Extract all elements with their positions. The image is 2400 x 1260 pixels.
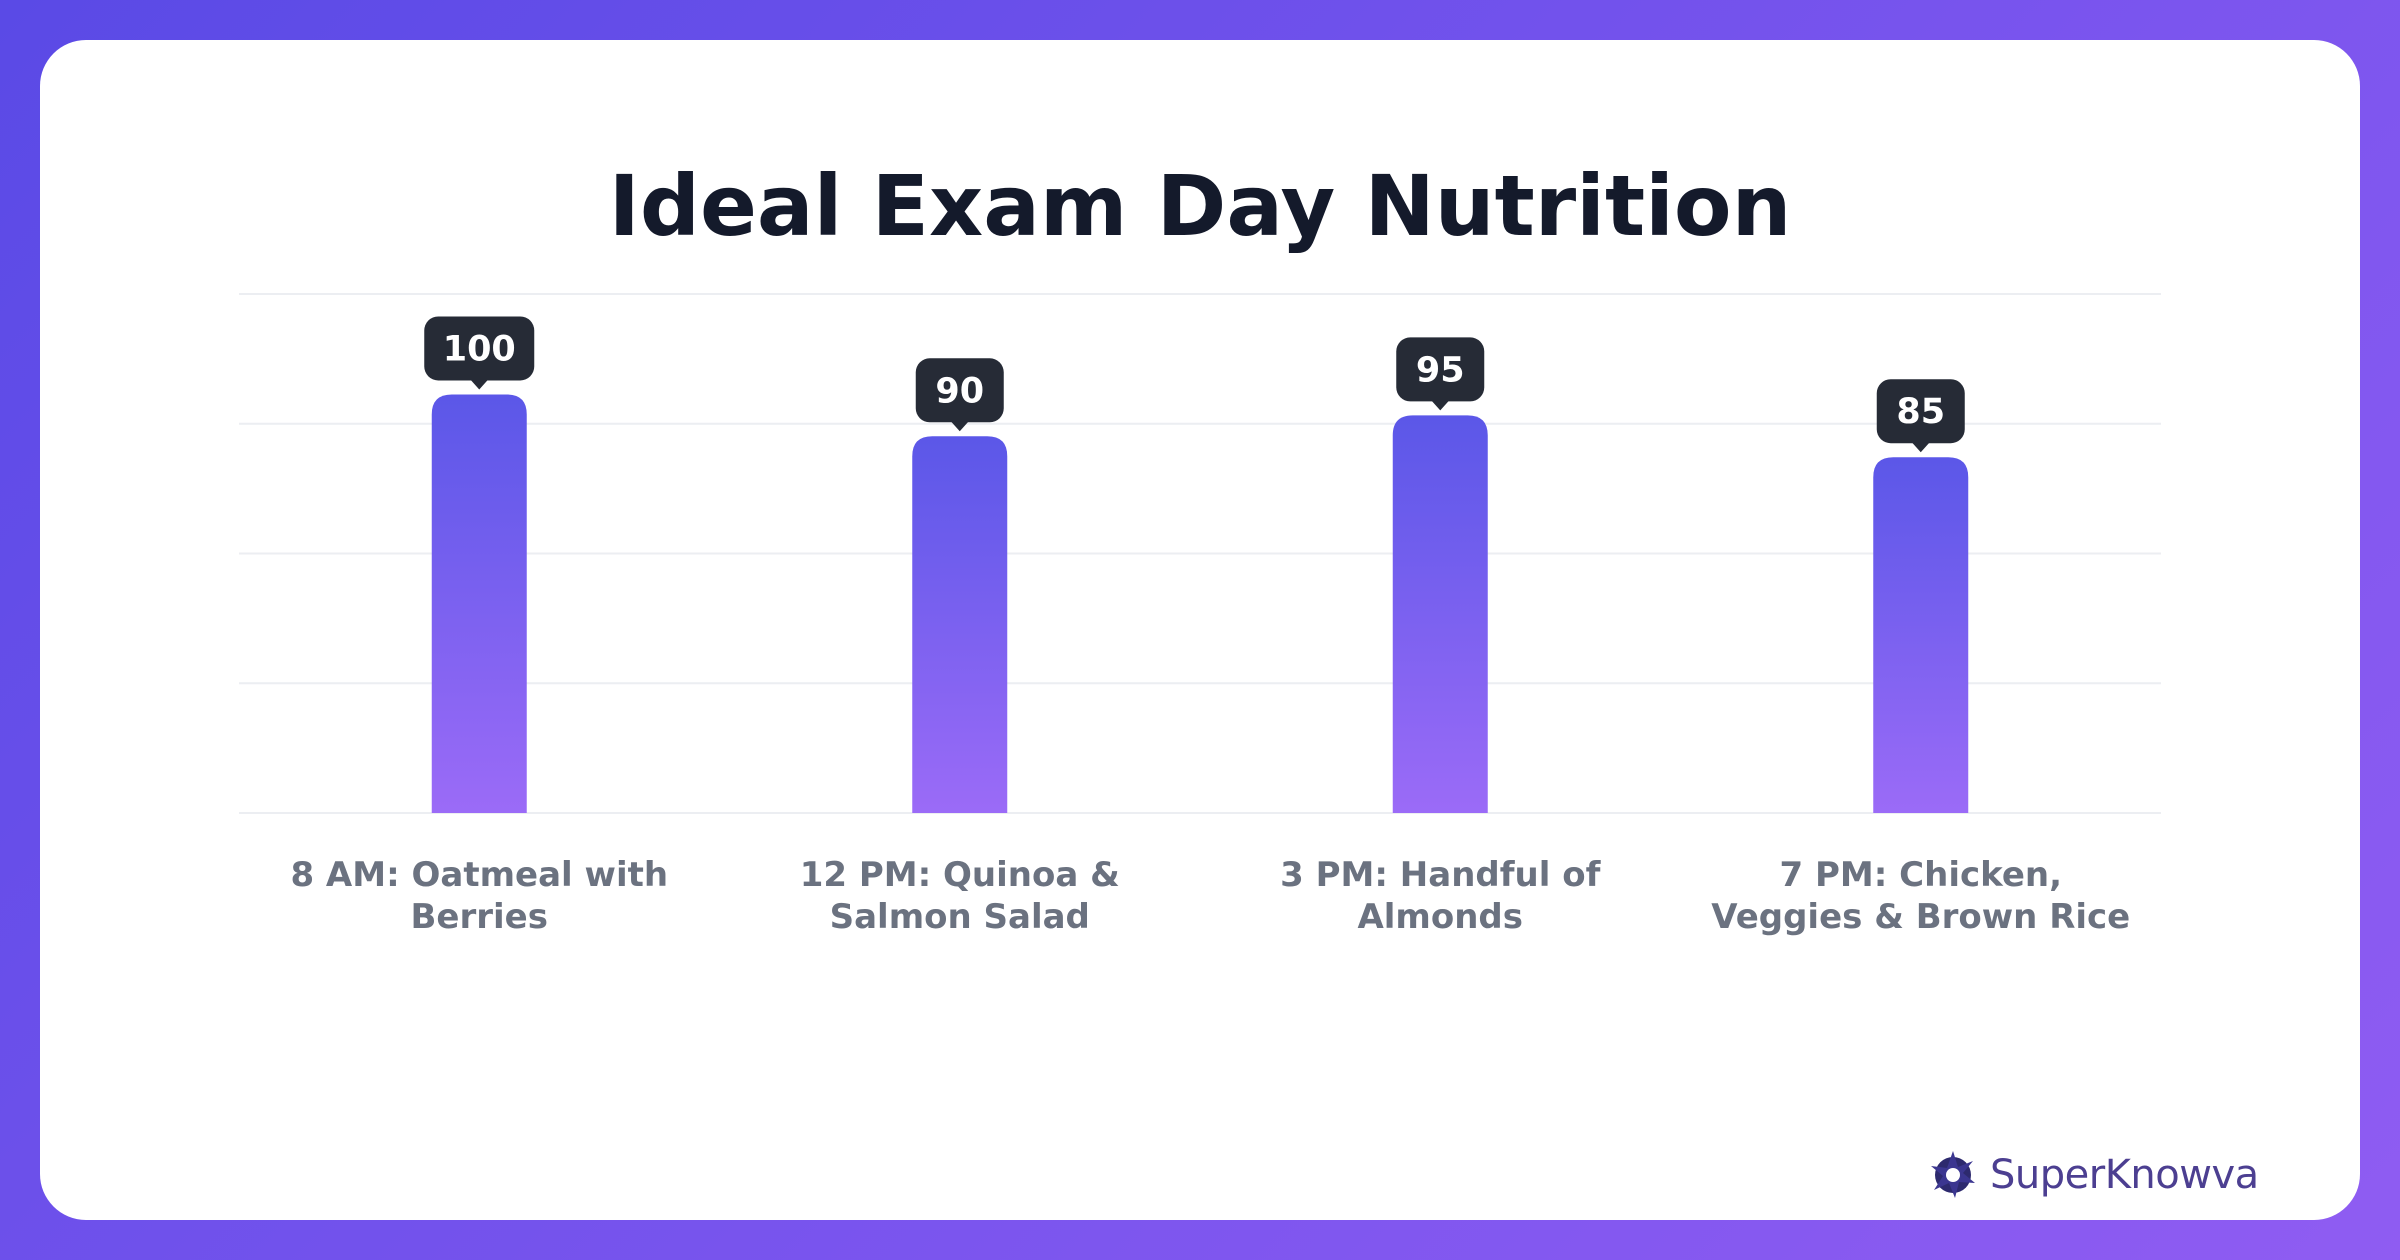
brand-icon xyxy=(1931,1151,1975,1198)
callout-pointer xyxy=(1431,400,1450,411)
brand-name: SuperKnowva xyxy=(1990,1152,2259,1198)
callout-box xyxy=(1396,337,1485,402)
x-tick-label: 8 AM: Oatmeal with Berries xyxy=(290,855,669,937)
bar xyxy=(1873,457,1969,813)
value-callout: 90 xyxy=(915,358,1004,432)
bar xyxy=(1392,415,1488,813)
callout-pointer xyxy=(950,421,969,432)
callout-box xyxy=(424,316,535,381)
chart-title: Ideal Exam Day Nutrition xyxy=(609,157,1792,255)
callout-box xyxy=(915,358,1004,423)
value-callout: 100 xyxy=(424,316,535,390)
value-label: 90 xyxy=(935,371,984,411)
callout-pointer xyxy=(470,379,489,390)
x-tick-label: 12 PM: Quinoa & Salmon Salad xyxy=(799,855,1120,937)
value-label: 85 xyxy=(1896,392,1945,432)
value-callout: 95 xyxy=(1396,337,1485,411)
bar xyxy=(912,436,1008,813)
x-tick-label: 7 PM: Chicken, Veggies & Brown Rice xyxy=(1711,855,2131,937)
callout-box xyxy=(1876,379,1965,444)
x-tick-label: 3 PM: Handful of Almonds xyxy=(1280,855,1601,937)
bar xyxy=(431,394,527,813)
value-label: 100 xyxy=(443,329,516,369)
card xyxy=(40,40,2360,1220)
value-label: 95 xyxy=(1416,350,1465,390)
value-callout: 85 xyxy=(1876,379,1965,453)
callout-pointer xyxy=(1911,442,1930,453)
